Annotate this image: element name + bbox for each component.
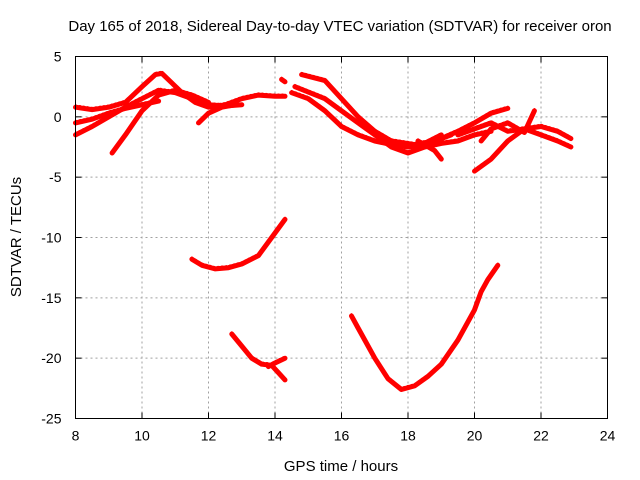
- series-track-1: [73, 70, 288, 113]
- series-track-15-spread: [191, 216, 286, 268]
- x-tick-labels: 8 10 12 14 16 18 20 22 24: [72, 428, 616, 444]
- series-track-2-spread: [74, 87, 243, 134]
- grid: [75, 56, 608, 419]
- series-track-4-spread: [111, 87, 210, 152]
- series-track-3: [73, 98, 162, 126]
- series-track-18: [349, 262, 501, 392]
- series-track-17: [265, 355, 288, 370]
- x-tick-label: 22: [533, 428, 549, 444]
- series-track-8: [292, 84, 494, 156]
- series-track-2: [73, 87, 245, 138]
- series-track-18-spread: [350, 262, 499, 389]
- y-tick-label: -15: [41, 290, 61, 306]
- x-tick-label: 18: [400, 428, 416, 444]
- series-track-11: [388, 132, 454, 148]
- series-track-14: [478, 108, 537, 144]
- series-track-16: [229, 331, 288, 383]
- series-track-16-spread: [231, 331, 286, 379]
- series-track-14-spread: [480, 108, 536, 140]
- y-tick-label: -20: [41, 350, 61, 366]
- series-track-5: [196, 102, 238, 126]
- x-tick-label: 14: [267, 428, 283, 444]
- x-tick-label: 8: [72, 428, 80, 444]
- y-tick-label: -25: [41, 411, 61, 427]
- y-tick-label: -10: [41, 230, 61, 246]
- series-track-17-spread: [267, 355, 286, 366]
- y-tick-label: -5: [49, 169, 62, 185]
- series-track-6: [279, 76, 288, 85]
- x-axis-title: GPS time / hours: [284, 458, 398, 475]
- series-track-5-spread: [197, 102, 236, 122]
- y-tick-label: 0: [54, 109, 62, 125]
- y-tick-labels: 5 0 -5 -10 -15 -20 -25: [41, 49, 61, 427]
- axis-ticks: [75, 56, 608, 419]
- series-track-1-spread: [74, 70, 286, 109]
- series-track-13-spread: [457, 120, 572, 138]
- chart-title: Day 165 of 2018, Sidereal Day-to-day VTE…: [68, 18, 611, 35]
- series-track-11-spread: [390, 132, 452, 144]
- x-tick-label: 24: [600, 428, 616, 444]
- y-tick-label: 5: [54, 49, 62, 65]
- data-series: [73, 70, 574, 392]
- x-tick-label: 20: [467, 428, 483, 444]
- series-track-15: [189, 216, 288, 272]
- x-tick-label: 16: [334, 428, 350, 444]
- y-axis-title: SDTVAR / TECUs: [8, 177, 25, 297]
- x-tick-label: 10: [134, 428, 150, 444]
- series-track-3-spread: [74, 98, 160, 122]
- x-tick-label: 12: [201, 428, 217, 444]
- series-track-6-spread: [280, 76, 286, 81]
- series-track-4: [109, 87, 211, 156]
